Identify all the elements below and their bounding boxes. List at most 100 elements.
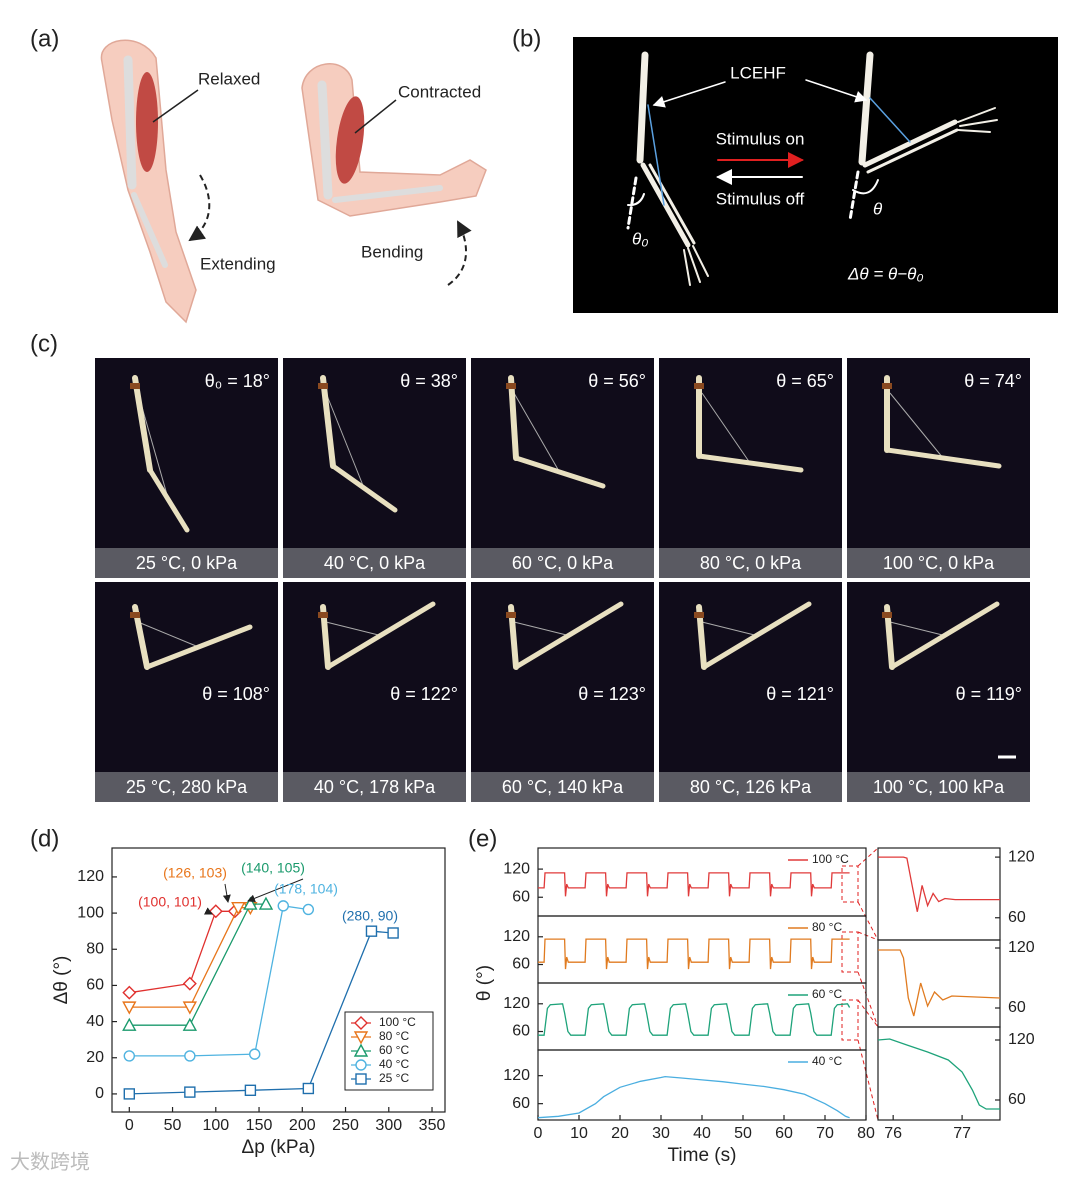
series-line <box>538 872 850 897</box>
label: θ₀ <box>632 229 648 248</box>
x-tick-label: 80 <box>857 1125 875 1142</box>
series-line <box>538 938 850 970</box>
panel-label: (a) <box>30 25 59 52</box>
annotation: (126, 103) <box>163 865 227 881</box>
bone <box>513 601 624 670</box>
caption-strip <box>283 548 466 578</box>
legend-label: 100 °C <box>379 1015 416 1029</box>
caption: 25 °C, 0 kPa <box>136 553 238 573</box>
label: Contracted <box>398 82 481 101</box>
x-tick-label: 250 <box>332 1117 359 1134</box>
bone <box>696 453 804 473</box>
marker <box>182 976 197 991</box>
x-tick-label: 50 <box>164 1117 182 1134</box>
y-tick-label: 120 <box>503 1067 530 1084</box>
caption: 60 °C, 0 kPa <box>512 553 614 573</box>
photo <box>95 582 278 802</box>
marker <box>122 985 137 1000</box>
photo-grid: 25 °C, 0 kPa θ₀ = 18° 40 °C, 0 kPa θ = 38° 6… <box>95 358 1030 802</box>
string <box>325 392 365 489</box>
photo <box>471 358 654 578</box>
x-tick-label: 60 <box>775 1125 793 1142</box>
angle-label: θ₀ = 18° <box>205 371 270 391</box>
series-line <box>538 1003 851 1036</box>
band <box>694 612 704 618</box>
angle-label: θ = 38° <box>400 371 458 391</box>
x-tick-label: 50 <box>734 1125 752 1142</box>
marker <box>243 896 258 910</box>
marker <box>182 1001 198 1015</box>
legend-label: 40 °C <box>379 1057 409 1071</box>
bone <box>144 624 253 670</box>
bone <box>147 467 190 533</box>
y-tick-label: 60 <box>1008 909 1026 926</box>
marker <box>123 1050 135 1062</box>
angle-label: θ = 122° <box>390 684 458 704</box>
caption: 80 °C, 126 kPa <box>690 777 812 797</box>
bone <box>330 463 398 513</box>
x-tick-label: 10 <box>570 1125 588 1142</box>
panel-label: (b) <box>512 25 541 52</box>
label: Δθ = θ−θ₀ <box>847 264 924 283</box>
caption-strip <box>847 548 1030 578</box>
series-line <box>878 856 1000 912</box>
marker <box>122 1017 137 1031</box>
photo <box>283 358 466 578</box>
marker <box>184 1050 196 1062</box>
marker <box>353 1031 369 1045</box>
x-tick-label: 0 <box>125 1117 134 1134</box>
y-tick-label: 120 <box>77 868 104 885</box>
string <box>889 392 944 459</box>
annotation: (100, 101) <box>138 894 202 910</box>
legend-label: 80 °C <box>812 920 842 934</box>
bone <box>889 601 1000 670</box>
marker <box>208 904 223 919</box>
legend-label: 25 °C <box>379 1071 409 1085</box>
bone <box>320 375 336 469</box>
skeleton-diagram <box>626 51 998 286</box>
marker <box>249 1048 261 1060</box>
caption-strip <box>471 772 654 802</box>
series-line <box>878 949 1001 1017</box>
x-tick-label: 76 <box>884 1125 902 1142</box>
panel-label: (e) <box>468 825 497 852</box>
photo <box>847 582 1030 802</box>
x-axis-label: Time (s) <box>668 1145 737 1166</box>
plot-frame <box>877 847 1001 941</box>
plot-frame <box>877 939 1001 1028</box>
caption-strip <box>283 772 466 802</box>
string <box>889 621 945 636</box>
y-tick-label: 60 <box>512 1095 530 1112</box>
legend-label: 80 °C <box>379 1029 409 1043</box>
x-tick-label: 200 <box>289 1117 316 1134</box>
x-tick-label: 40 <box>693 1125 711 1142</box>
caption-strip <box>95 548 278 578</box>
caption-strip <box>659 772 842 802</box>
y-tick-label: 60 <box>1008 1091 1026 1108</box>
panel-label: (d) <box>30 825 59 852</box>
annotation: (178, 104) <box>274 881 338 897</box>
y-tick-label: 60 <box>512 888 530 905</box>
annotation-arrow <box>247 878 304 903</box>
band <box>882 383 892 389</box>
marker <box>123 1088 135 1100</box>
caption: 40 °C, 0 kPa <box>324 553 426 573</box>
marker <box>354 1016 368 1030</box>
band <box>694 383 704 389</box>
annotation: (140, 105) <box>241 860 305 876</box>
caption: 40 °C, 178 kPa <box>314 777 436 797</box>
string <box>513 621 569 636</box>
series-line <box>877 1038 1000 1110</box>
string <box>701 392 751 464</box>
angle-label: θ = 121° <box>766 684 834 704</box>
y-axis-label: Δθ (°) <box>51 956 72 1005</box>
caption-strip <box>847 772 1030 802</box>
marker <box>387 927 399 939</box>
x-tick-label: 350 <box>419 1117 446 1134</box>
y-tick-label: 60 <box>86 977 104 994</box>
marker <box>355 1059 367 1071</box>
label: Stimulus on <box>716 129 805 148</box>
bone <box>508 375 519 461</box>
